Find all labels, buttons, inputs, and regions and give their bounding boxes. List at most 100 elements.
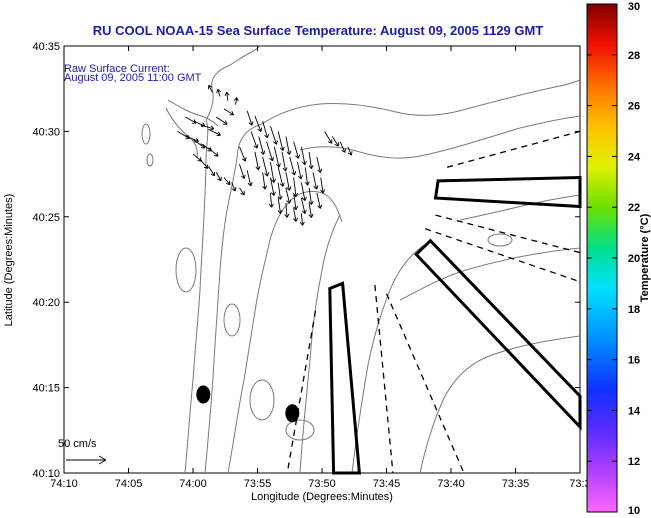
current-vector (292, 208, 298, 222)
current-vector (277, 182, 283, 200)
current-vector (331, 136, 339, 147)
scale-arrow (66, 455, 107, 465)
contour-blob (141, 123, 151, 145)
current-vector (312, 172, 319, 190)
station-marker (285, 404, 300, 423)
y-tick-label: 40:10 (32, 468, 60, 480)
y-tick-label: 40:35 (32, 41, 60, 53)
dashed-ray (446, 130, 581, 168)
colorbar-tick-label: 10 (628, 505, 640, 517)
x-axis-title: Longitude (Degrees:Minutes) (251, 491, 393, 503)
current-vector (239, 146, 247, 162)
current-vector (208, 165, 215, 177)
chart-title: RU COOL NOAA-15 Sea Surface Temperature:… (93, 23, 544, 38)
contour-blob (487, 233, 513, 247)
current-vector (281, 151, 288, 172)
current-vector (300, 146, 307, 166)
current-vector (285, 136, 292, 155)
contour-blob (175, 247, 197, 293)
x-tick-label: 73:55 (244, 478, 272, 490)
current-vector (239, 164, 246, 179)
colorbar-label: Temperature (°C) (639, 213, 651, 302)
colorbar-tick-label: 30 (628, 1, 640, 13)
contour-blob (223, 303, 241, 337)
current-vector (324, 131, 333, 144)
contour-deep-3 (419, 335, 581, 474)
current-vectors (177, 84, 353, 226)
current-vector (215, 172, 222, 182)
current-vector (216, 88, 222, 97)
current-vector (316, 192, 323, 209)
current-vector (289, 156, 297, 176)
colorbar-tick-label: 18 (628, 304, 640, 316)
current-vector (308, 203, 314, 218)
contour-canyon-lower (299, 115, 581, 159)
current-vector (208, 128, 221, 137)
current-vector (223, 108, 234, 116)
x-tick-label: 74:10 (50, 478, 78, 490)
current-vector (254, 151, 261, 171)
current-vector (200, 124, 215, 131)
current-vector (293, 192, 299, 210)
sandy-hook-shoreline (205, 45, 261, 121)
dashed-ray (286, 310, 317, 474)
y-tick-label: 40:20 (32, 297, 60, 309)
colorbar-tick-label: 14 (628, 405, 641, 417)
outline-boxes (328, 175, 582, 475)
current-vector (254, 115, 263, 132)
colorbar-tick-label: 12 (628, 456, 640, 468)
contour-mid (227, 190, 343, 474)
current-vector (262, 156, 270, 177)
x-tick-label: 74:05 (115, 478, 143, 490)
current-vector (246, 170, 253, 187)
current-vector (246, 110, 254, 126)
current-vector (347, 146, 353, 156)
current-vector (250, 131, 259, 149)
contour-blob (146, 153, 154, 167)
current-vector (269, 126, 278, 145)
current-vector (233, 97, 239, 105)
current-vector (300, 197, 307, 214)
current-vector (224, 91, 230, 101)
plot-area (63, 45, 581, 474)
colorbar-tick-label: 26 (628, 101, 640, 113)
y-tick-label: 40:15 (32, 383, 60, 395)
x-axis: 74:10 74:05 74:00 73:55 73:50 73:45 73:40 73:35… (50, 46, 591, 490)
current-vector (277, 197, 283, 214)
x-tick-label: 73:35 (502, 478, 530, 490)
x-tick-label: 74:00 (179, 478, 207, 490)
contour-canyon (261, 79, 581, 125)
x-tick-label: 73:45 (373, 478, 401, 490)
current-vector (262, 121, 270, 139)
current-vector (200, 159, 209, 169)
colorbar-tick-label: 28 (628, 50, 640, 62)
dashed-ray (374, 285, 394, 474)
y-axis: 40:10 40:15 40:20 40:25 40:30 40:35 (32, 41, 580, 480)
current-vector (215, 116, 228, 125)
current-vector (266, 141, 275, 162)
contour-deep-5 (459, 194, 581, 221)
outline-box (328, 281, 362, 475)
inset-label: Raw Surface Current: (64, 63, 170, 75)
current-vector (262, 172, 268, 190)
current-vector (269, 177, 276, 196)
stations (196, 385, 300, 423)
current-vector (285, 187, 292, 204)
current-vector (300, 182, 307, 201)
coastline (184, 119, 209, 474)
x-tick-label: 73:3 (569, 478, 590, 490)
raritan-bay-shore (167, 99, 219, 127)
current-vector (308, 151, 314, 169)
current-vector (299, 213, 305, 226)
current-vector (285, 172, 292, 191)
current-vector (320, 177, 326, 194)
inset-time: August 09, 2005 11:00 GMT (64, 72, 202, 84)
contour-shallow (204, 123, 263, 474)
x-tick-label: 73:50 (308, 478, 336, 490)
colorbar-tick-label: 22 (628, 202, 640, 214)
current-vector (223, 177, 231, 186)
current-vector (273, 146, 281, 168)
y-tick-label: 40:30 (32, 126, 60, 138)
